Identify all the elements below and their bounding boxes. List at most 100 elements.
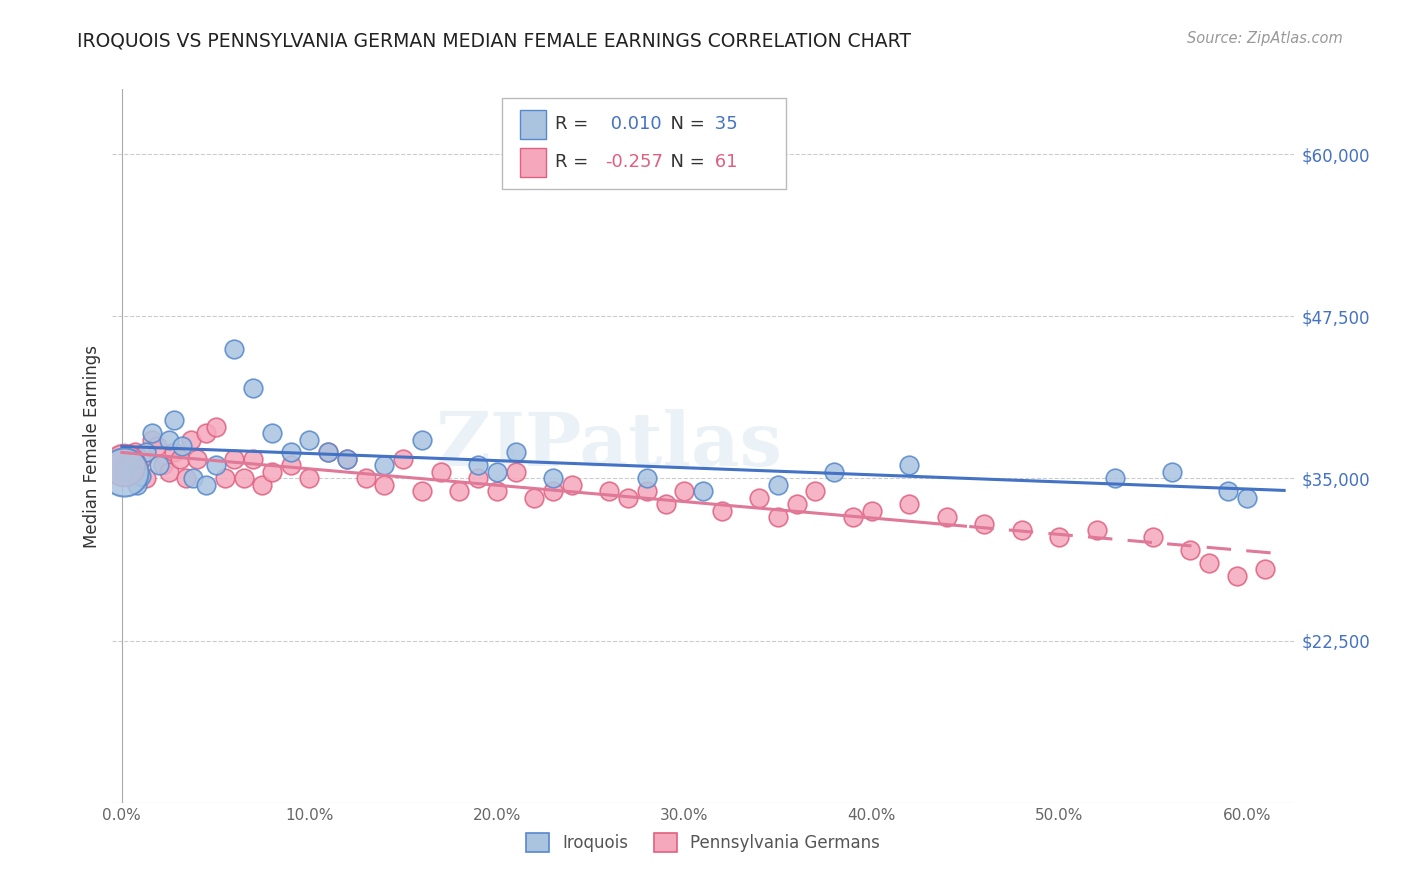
Point — [224, 342, 246, 356]
Point — [280, 445, 302, 459]
Point — [129, 452, 152, 467]
Point — [1254, 562, 1277, 576]
Point — [636, 471, 658, 485]
Text: 61: 61 — [709, 153, 737, 171]
Point — [112, 465, 135, 479]
Point — [112, 465, 135, 479]
Point — [1142, 530, 1164, 544]
Point — [411, 433, 433, 447]
Point — [252, 478, 274, 492]
Point — [373, 478, 395, 492]
Point — [354, 471, 377, 485]
Point — [163, 413, 186, 427]
FancyBboxPatch shape — [502, 98, 786, 189]
Point — [860, 504, 883, 518]
Point — [1085, 524, 1108, 538]
Point — [112, 458, 135, 473]
Point — [467, 458, 489, 473]
Point — [214, 471, 236, 485]
Point — [1011, 524, 1033, 538]
Point — [204, 419, 226, 434]
Point — [181, 471, 204, 485]
Point — [195, 425, 218, 440]
Point — [316, 445, 339, 459]
Text: IROQUOIS VS PENNSYLVANIA GERMAN MEDIAN FEMALE EARNINGS CORRELATION CHART: IROQUOIS VS PENNSYLVANIA GERMAN MEDIAN F… — [77, 31, 911, 50]
Point — [174, 471, 197, 485]
Point — [260, 425, 283, 440]
Point — [973, 516, 995, 531]
Text: Source: ZipAtlas.com: Source: ZipAtlas.com — [1187, 31, 1343, 46]
Point — [804, 484, 827, 499]
Point — [898, 458, 921, 473]
Point — [1104, 471, 1126, 485]
Point — [298, 433, 321, 447]
Point — [1047, 530, 1070, 544]
Point — [373, 458, 395, 473]
Point — [935, 510, 957, 524]
Point — [232, 471, 254, 485]
Point — [163, 445, 186, 459]
Point — [786, 497, 808, 511]
Point — [766, 478, 789, 492]
Text: N =: N = — [659, 153, 711, 171]
Point — [129, 468, 152, 483]
FancyBboxPatch shape — [520, 148, 546, 177]
Point — [541, 484, 564, 499]
Point — [280, 458, 302, 473]
Y-axis label: Median Female Earnings: Median Female Earnings — [83, 344, 101, 548]
Point — [1198, 556, 1220, 570]
Text: ZIPatlas: ZIPatlas — [434, 409, 782, 483]
Text: R =: R = — [555, 153, 595, 171]
Point — [224, 452, 246, 467]
Point — [180, 433, 202, 447]
Point — [170, 439, 193, 453]
Point — [561, 478, 583, 492]
Point — [260, 465, 283, 479]
Point — [242, 381, 264, 395]
Point — [429, 465, 451, 479]
Point — [392, 452, 415, 467]
Point — [141, 425, 163, 440]
Point — [692, 484, 714, 499]
Point — [467, 471, 489, 485]
Point — [124, 445, 146, 459]
Point — [316, 445, 339, 459]
Point — [169, 452, 191, 467]
Text: 0.010: 0.010 — [605, 115, 662, 134]
Point — [135, 445, 157, 459]
Point — [336, 452, 359, 467]
Point — [120, 452, 142, 467]
Point — [654, 497, 676, 511]
Point — [135, 471, 157, 485]
Point — [1160, 465, 1182, 479]
Point — [898, 497, 921, 511]
Point — [636, 484, 658, 499]
Point — [195, 478, 218, 492]
Point — [1236, 491, 1258, 505]
Point — [766, 510, 789, 524]
Point — [152, 458, 174, 473]
Point — [505, 465, 527, 479]
Point — [710, 504, 733, 518]
Point — [673, 484, 696, 499]
Point — [242, 452, 264, 467]
Point — [485, 465, 508, 479]
Point — [157, 465, 180, 479]
FancyBboxPatch shape — [520, 111, 546, 139]
Point — [186, 452, 208, 467]
Point — [336, 452, 359, 467]
Text: 35: 35 — [709, 115, 738, 134]
Point — [505, 445, 527, 459]
Point — [523, 491, 546, 505]
Point — [146, 439, 169, 453]
Point — [748, 491, 770, 505]
Text: R =: R = — [555, 115, 595, 134]
Point — [1226, 568, 1249, 582]
Point — [204, 458, 226, 473]
Point — [298, 471, 321, 485]
Text: N =: N = — [659, 115, 711, 134]
Point — [485, 484, 508, 499]
Point — [598, 484, 620, 499]
Point — [411, 484, 433, 499]
Point — [141, 433, 163, 447]
